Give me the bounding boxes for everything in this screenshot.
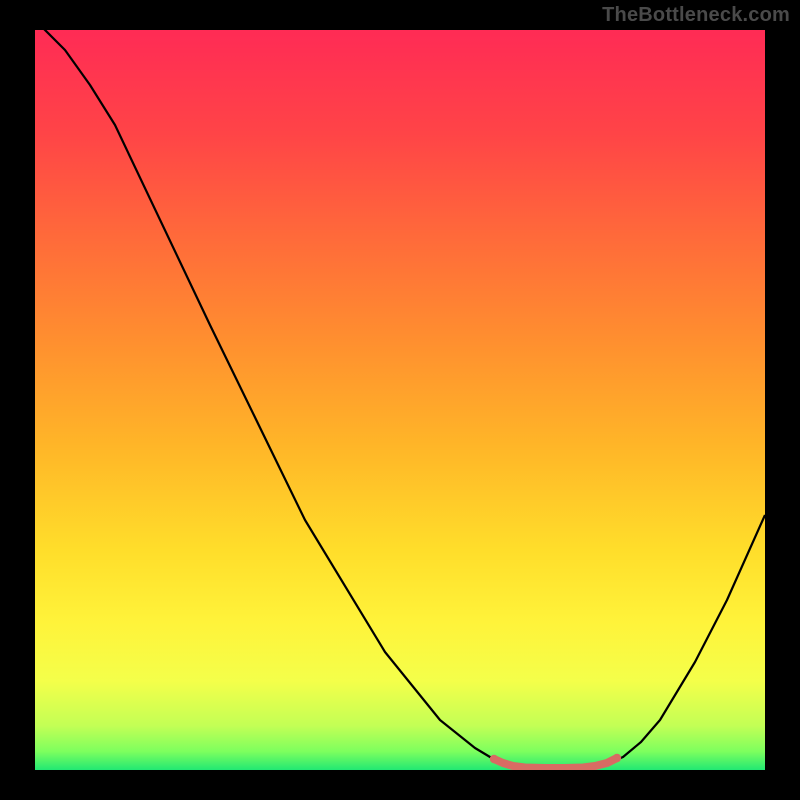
watermark-text: TheBottleneck.com: [602, 4, 790, 27]
valley-end-dot: [613, 754, 621, 762]
valley-highlight: [494, 758, 617, 768]
plot-area: [35, 30, 765, 770]
chart-frame: TheBottleneck.com: [0, 0, 800, 800]
chart-overlay: [35, 30, 765, 770]
valley-end-dot: [490, 755, 498, 763]
bottleneck-curve: [35, 30, 765, 768]
